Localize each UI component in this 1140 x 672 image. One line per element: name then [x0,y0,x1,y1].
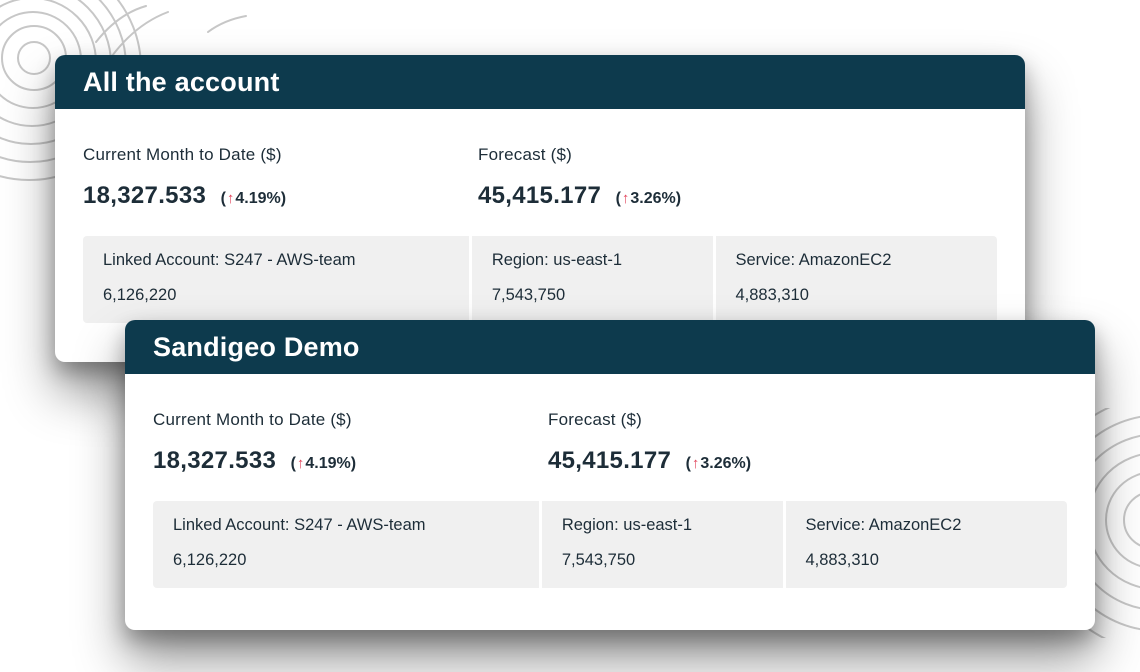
up-arrow-icon: ↑ [296,455,305,472]
metric-label: Current Month to Date ($) [83,145,282,164]
breakdown-label: Region: us-east-1 [561,516,693,534]
metric-label: Current Month to Date ($) [153,410,352,429]
card-body: Current Month to Date ($) 18,327.533 (↑4… [55,109,1025,323]
metric-forecast: Forecast ($) 45,415.177 (↑3.26%) [478,145,997,210]
breakdown-cell-region: Region: us-east-1 7,543,750 [471,236,713,323]
up-arrow-icon: ↑ [226,190,235,207]
card-title: All the account [55,55,1025,109]
card-body: Current Month to Date ($) 18,327.533 (↑4… [125,374,1095,588]
delta-open-paren: ( [290,455,296,472]
metric-value: 18,327.533 [153,447,277,474]
metric-value: 45,415.177 [478,182,602,209]
delta-percent: 3.26% [700,455,746,472]
delta-open-paren: ( [615,190,621,207]
metric-delta: (↑4.19%) [291,455,357,472]
breakdown-cell-linked-account: Linked Account: S247 - AWS-team 6,126,22… [83,236,469,323]
card-sandigeo-demo: Sandigeo Demo Current Month to Date ($) … [125,320,1095,630]
breakdown-value: 4,883,310 [735,286,809,304]
metric-delta: (↑4.19%) [221,190,287,207]
delta-close-paren: ) [350,455,357,472]
breakdown-cell-linked-account: Linked Account: S247 - AWS-team 6,126,22… [153,501,539,588]
breakdown-label: Service: AmazonEC2 [805,516,962,534]
metric-current-month: Current Month to Date ($) 18,327.533 (↑4… [153,410,548,475]
metric-label: Forecast ($) [478,145,573,164]
delta-open-paren: ( [220,190,226,207]
metric-value-row: 18,327.533 (↑4.19%) [153,447,548,475]
up-arrow-icon: ↑ [691,455,700,472]
metric-label: Forecast ($) [548,410,643,429]
breakdown-label: Linked Account: S247 - AWS-team [103,251,356,269]
metric-value-row: 45,415.177 (↑3.26%) [548,447,1067,475]
metric-value: 45,415.177 [548,447,672,474]
breakdown-label: Service: AmazonEC2 [735,251,892,269]
delta-close-paren: ) [745,455,752,472]
delta-close-paren: ) [675,190,682,207]
delta-percent: 3.26% [630,190,676,207]
delta-open-paren: ( [685,455,691,472]
delta-percent: 4.19% [235,190,281,207]
breakdown-value: 6,126,220 [173,551,247,569]
metrics-row: Current Month to Date ($) 18,327.533 (↑4… [83,145,997,210]
delta-close-paren: ) [280,190,287,207]
breakdown-value: 4,883,310 [805,551,879,569]
breakdown-value: 7,543,750 [561,551,636,569]
card-all-the-account: All the account Current Month to Date ($… [55,55,1025,362]
metric-value-row: 45,415.177 (↑3.26%) [478,182,997,210]
metric-delta: (↑3.26%) [686,455,752,472]
metric-value: 18,327.533 [83,182,207,209]
breakdown-label: Region: us-east-1 [491,251,623,269]
metric-current-month: Current Month to Date ($) 18,327.533 (↑4… [83,145,478,210]
up-arrow-icon: ↑ [621,190,630,207]
metric-value-row: 18,327.533 (↑4.19%) [83,182,478,210]
breakdown-label: Linked Account: S247 - AWS-team [173,516,426,534]
breakdown-cell-service: Service: AmazonEC2 4,883,310 [715,236,997,323]
card-title: Sandigeo Demo [125,320,1095,374]
metric-delta: (↑3.26%) [616,190,682,207]
delta-percent: 4.19% [305,455,351,472]
breakdown-strip: Linked Account: S247 - AWS-team 6,126,22… [153,501,1067,588]
breakdown-strip: Linked Account: S247 - AWS-team 6,126,22… [83,236,997,323]
metrics-row: Current Month to Date ($) 18,327.533 (↑4… [153,410,1067,475]
breakdown-value: 7,543,750 [491,286,566,304]
metric-forecast: Forecast ($) 45,415.177 (↑3.26%) [548,410,1067,475]
breakdown-cell-region: Region: us-east-1 7,543,750 [541,501,783,588]
breakdown-value: 6,126,220 [103,286,177,304]
breakdown-cell-service: Service: AmazonEC2 4,883,310 [785,501,1067,588]
